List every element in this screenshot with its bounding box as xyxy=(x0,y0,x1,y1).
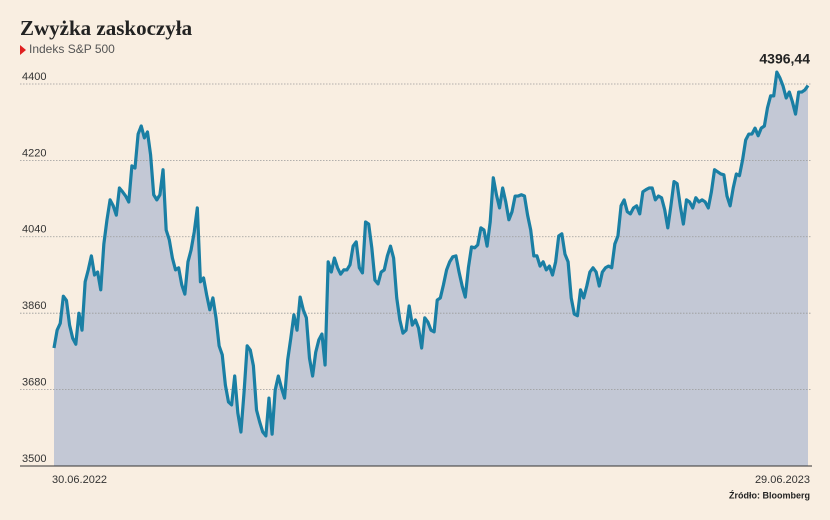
y-tick-label: 4040 xyxy=(22,224,46,236)
chart-subtitle: Indeks S&P 500 xyxy=(29,42,115,56)
subtitle-marker xyxy=(20,45,26,55)
area xyxy=(54,72,808,466)
source: Źródło: Bloomberg xyxy=(729,490,810,500)
y-tick-label: 3500 xyxy=(22,453,46,465)
y-tick-label: 3860 xyxy=(22,300,46,312)
x-tick-label: 29.06.2023 xyxy=(755,474,810,486)
chart-title: Zwyżka zaskoczyła xyxy=(20,16,193,40)
y-tick-label: 4400 xyxy=(22,71,46,83)
y-tick-label: 4220 xyxy=(22,147,46,159)
x-tick-label: 30.06.2022 xyxy=(52,474,107,486)
value-label: 4396,44 xyxy=(759,51,810,67)
line xyxy=(52,70,810,438)
y-tick-label: 3680 xyxy=(22,377,46,389)
